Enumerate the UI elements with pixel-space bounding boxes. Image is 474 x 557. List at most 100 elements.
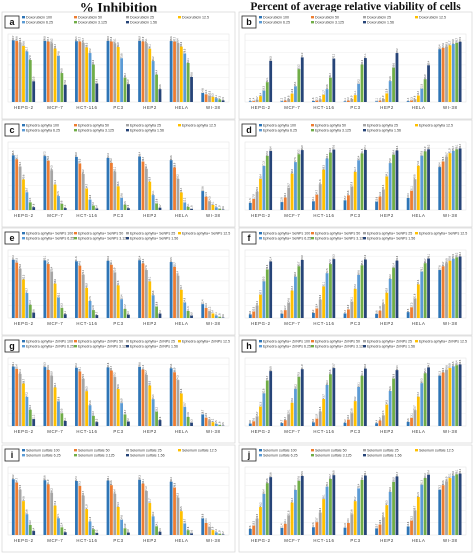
x-tick-label: HELA — [412, 105, 426, 110]
data-label: 33.3 — [382, 184, 385, 189]
bar — [357, 274, 360, 318]
bar — [120, 519, 123, 535]
data-label: 10.5 — [208, 90, 211, 95]
data-label: 11.3 — [187, 306, 190, 311]
bar — [265, 483, 269, 535]
bar — [395, 260, 399, 318]
bar — [410, 190, 413, 210]
bar — [60, 413, 64, 426]
legend-entry: Selenium sulfate 50 — [315, 448, 347, 452]
bar — [318, 299, 322, 318]
bar — [155, 203, 158, 210]
bar — [259, 507, 262, 535]
bar — [455, 42, 459, 102]
bar — [287, 414, 291, 426]
bar — [357, 160, 360, 210]
data-label: 89.5 — [15, 257, 18, 262]
bar — [113, 43, 117, 102]
bar — [151, 516, 155, 535]
legend-entry: Ephedra aphylla+ SeNPs 12.5 — [182, 231, 230, 235]
bar — [385, 93, 389, 102]
legend-swatch — [415, 124, 418, 127]
bar — [18, 373, 22, 426]
legend-swatch — [259, 345, 262, 348]
data-label: 23.5 — [319, 406, 322, 411]
data-label: 19.4 — [347, 518, 350, 523]
bar — [420, 383, 424, 426]
data-label: 5.1 — [187, 203, 190, 207]
legend-swatch — [178, 232, 181, 235]
bar — [43, 367, 47, 426]
bar — [290, 173, 294, 210]
bar — [248, 528, 252, 535]
data-label: 90.2 — [12, 474, 15, 479]
data-label: 72.9 — [294, 485, 297, 490]
bar — [297, 69, 301, 102]
bar — [148, 48, 152, 102]
data-label: 34.5 — [386, 399, 389, 404]
bar — [385, 176, 389, 210]
data-label: 68.4 — [177, 270, 180, 275]
data-label: 31.1 — [410, 185, 413, 190]
data-label: 36.3 — [319, 507, 322, 512]
bar — [25, 51, 29, 102]
data-label: 86.9 — [173, 367, 176, 372]
x-tick-label: WI-38 — [443, 538, 457, 543]
right-column-title: Percent of average relative viability of… — [250, 1, 461, 13]
bar — [173, 487, 176, 535]
data-label: 95.5 — [301, 471, 304, 476]
bar — [18, 166, 22, 210]
bar — [15, 41, 19, 102]
data-label: 18.3 — [263, 85, 266, 90]
bar — [455, 474, 459, 535]
bar — [22, 179, 25, 210]
bar — [50, 492, 54, 535]
bar — [451, 258, 455, 318]
legend-swatch — [259, 232, 262, 235]
legend-swatch — [363, 454, 366, 457]
data-label: 87.6 — [266, 151, 269, 156]
bar — [179, 46, 183, 102]
bar — [300, 475, 304, 535]
data-label: 58.2 — [82, 169, 85, 174]
data-label: 62.1 — [114, 166, 117, 171]
bar — [50, 271, 54, 318]
legend-swatch — [22, 237, 25, 240]
bar — [25, 192, 29, 210]
data-label: 95.4 — [177, 38, 180, 43]
bar — [85, 509, 89, 535]
data-label: 9.4 — [208, 416, 211, 420]
data-label: 7.4 — [344, 309, 347, 313]
data-label: 20.8 — [326, 84, 329, 89]
bar — [92, 64, 95, 102]
bar — [322, 398, 326, 426]
data-label: 11.2 — [208, 306, 211, 311]
bar — [294, 162, 297, 210]
bar — [127, 208, 130, 210]
bar — [445, 46, 448, 102]
data-label: 3.7 — [159, 204, 162, 208]
bar — [190, 208, 193, 210]
data-label: 9.6 — [159, 416, 162, 420]
bar — [218, 208, 222, 210]
data-label: 30.2 — [152, 511, 155, 516]
bar — [438, 270, 442, 318]
data-label: 13.8 — [407, 521, 410, 526]
data-label: 92.4 — [15, 364, 18, 369]
bar — [427, 258, 430, 318]
data-label: 61.7 — [354, 167, 357, 172]
data-label: 18.6 — [155, 301, 158, 306]
data-label: 13.1 — [410, 413, 413, 418]
legend-entry: Ephedra aphylla+ SeNPs 50 — [78, 231, 123, 235]
data-label: 52.8 — [263, 388, 266, 393]
bar — [169, 41, 173, 102]
bar — [50, 170, 54, 210]
panel-letter-box — [4, 123, 20, 137]
panel-letter: i — [11, 450, 14, 460]
data-label: 12.8 — [92, 305, 95, 310]
data-label: 3.9 — [249, 420, 252, 424]
bar — [347, 309, 350, 318]
x-tick-label: HEP2 — [380, 105, 394, 110]
bar — [144, 490, 148, 535]
